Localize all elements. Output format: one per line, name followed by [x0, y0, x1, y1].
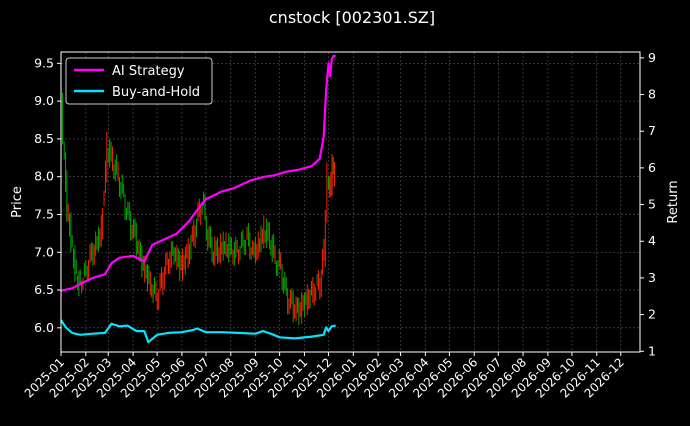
y-right-tick-label: 9 — [648, 50, 656, 65]
legend: AI Strategy Buy-and-Hold — [65, 57, 213, 105]
series-lines — [60, 54, 336, 344]
y-right-tick-label: 5 — [648, 197, 656, 212]
y-right-tick-label: 2 — [648, 307, 656, 322]
y-left-tick-label: 9.0 — [34, 93, 54, 108]
y-left-tick-label: 6.5 — [34, 282, 54, 297]
y-left-tick-label: 8.0 — [34, 169, 54, 184]
y-right-tick-label: 8 — [648, 87, 656, 102]
series-line-buy-and-hold — [60, 319, 336, 344]
y-left-tick-label: 7.0 — [34, 244, 54, 259]
y-left-tick-label: 8.5 — [34, 131, 54, 146]
y-right-tick-label: 6 — [648, 160, 656, 175]
plot-frame — [60, 51, 641, 353]
legend-label-ai-strategy: AI Strategy — [112, 64, 185, 79]
y-right-tick-label: 3 — [648, 270, 656, 285]
y-right-tick-label: 1 — [648, 343, 656, 358]
tick-marks: 2025-012025-022025-032025-042025-052025-… — [22, 50, 656, 401]
candlesticks — [60, 74, 335, 326]
y-left-tick-label: 6.0 — [34, 320, 54, 335]
chart-title: cnstock [002301.SZ] — [269, 8, 435, 27]
y-left-tick-label: 7.5 — [34, 206, 54, 221]
y-right-tick-label: 4 — [648, 233, 656, 248]
y-axis-right-label: Return — [666, 180, 681, 223]
y-right-tick-label: 7 — [648, 123, 656, 138]
y-left-tick-label: 9.5 — [34, 55, 54, 70]
series-line-ai-strategy — [60, 54, 336, 292]
legend-label-buy-and-hold: Buy-and-Hold — [112, 85, 200, 100]
y-axis-left-label: Price — [10, 186, 25, 218]
